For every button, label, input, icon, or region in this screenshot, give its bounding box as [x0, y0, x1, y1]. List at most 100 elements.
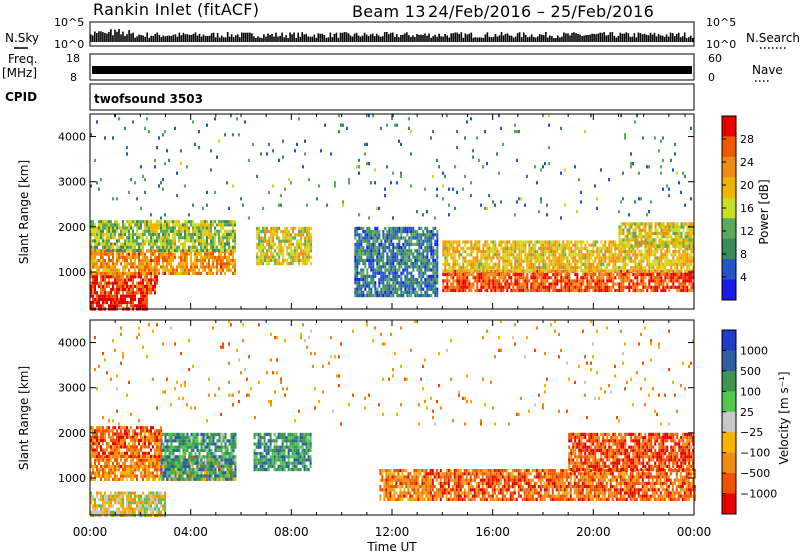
scatter-cell — [142, 304, 144, 308]
scatter-cell — [566, 269, 569, 273]
scatter-cell — [632, 279, 635, 283]
scatter-cell — [662, 285, 665, 289]
scatter-cell — [664, 256, 667, 260]
scatter-cell — [618, 282, 621, 286]
scatter-cell — [578, 279, 581, 283]
scatter-cell — [632, 250, 635, 254]
nsky-bar — [593, 34, 595, 42]
scatter-cell — [326, 203, 328, 207]
scatter-cell — [294, 226, 297, 230]
scatter-cell — [560, 246, 563, 250]
scatter-cell — [156, 255, 158, 259]
scatter-cell — [110, 259, 112, 263]
scatter-cell — [676, 231, 679, 236]
scatter-cell — [232, 271, 234, 275]
scatter-cell — [578, 240, 581, 244]
scatter-cell — [624, 244, 627, 248]
scatter-cell — [684, 256, 687, 260]
scatter-cell — [152, 259, 154, 263]
scatter-cell — [358, 290, 361, 294]
scatter-cell — [618, 228, 621, 232]
scatter-cell — [368, 216, 370, 220]
nsky-bar — [685, 38, 688, 42]
scatter-cell — [560, 256, 563, 260]
scatter-cell — [150, 268, 152, 272]
scatter-cell — [414, 278, 417, 282]
scatter-cell — [550, 276, 553, 280]
nsky-bar — [355, 32, 358, 42]
scatter-cell — [674, 225, 677, 229]
scatter-cell — [530, 256, 533, 260]
scatter-cell — [690, 250, 693, 254]
scatter-cell — [498, 256, 501, 260]
scatter-cell — [296, 258, 299, 262]
scatter-cell — [652, 285, 655, 289]
scatter-cell — [546, 240, 549, 244]
scatter-cell — [232, 239, 234, 243]
scatter-cell — [124, 265, 126, 269]
scatter-cell — [372, 239, 375, 243]
nsky-bar — [339, 32, 342, 42]
scatter-cell — [636, 235, 639, 239]
scatter-cell — [420, 246, 423, 250]
nsky-bar — [253, 36, 255, 42]
scatter-cell — [606, 285, 609, 289]
scatter-cell — [210, 236, 212, 240]
scatter-cell — [606, 276, 609, 280]
scatter-cell — [638, 282, 641, 286]
scatter-cell — [544, 288, 547, 293]
nsky-bar — [186, 34, 189, 42]
scatter-cell — [364, 287, 367, 291]
scatter-cell — [382, 246, 385, 250]
scatter-cell — [142, 268, 144, 272]
scatter-cell — [114, 301, 116, 305]
scatter-cell — [372, 114, 374, 118]
scatter-cell — [368, 274, 371, 278]
scatter-cell — [654, 222, 657, 226]
scatter-cell — [214, 236, 216, 240]
scatter-cell — [380, 239, 383, 243]
scatter-cell — [202, 220, 204, 224]
scatter-cell — [132, 281, 134, 285]
scatter-cell — [648, 276, 651, 280]
scatter-cell — [218, 252, 220, 256]
scatter-cell — [556, 279, 559, 283]
scatter-cell — [220, 242, 222, 246]
scatter-cell — [360, 294, 363, 298]
scatter-cell — [436, 242, 439, 246]
scatter-cell — [672, 244, 675, 248]
scatter-cell — [144, 226, 146, 230]
scatter-cell — [296, 246, 299, 250]
scatter-cell — [228, 259, 230, 263]
scatter-cell — [384, 274, 387, 278]
scatter-cell — [94, 297, 96, 301]
scatter-cell — [274, 233, 277, 237]
scatter-cell — [366, 278, 369, 282]
scatter-cell — [304, 239, 307, 243]
scatter-cell — [472, 262, 475, 266]
scatter-cell — [450, 266, 453, 270]
scatter-cell — [126, 281, 128, 285]
scatter-cell — [232, 262, 234, 266]
nsky-bar — [134, 37, 136, 42]
scatter-cell — [356, 242, 359, 246]
scatter-cell — [544, 250, 547, 254]
scatter-cell — [406, 284, 409, 288]
scatter-cell — [446, 285, 449, 289]
nsky-bar — [208, 35, 211, 42]
scatter-cell — [192, 262, 194, 266]
scatter-cell — [172, 268, 174, 272]
scatter-cell — [374, 181, 376, 185]
scatter-cell — [160, 248, 162, 253]
scatter-cell — [422, 274, 425, 278]
scatter-cell — [544, 243, 547, 247]
scatter-cell — [264, 233, 267, 237]
scatter-cell — [398, 268, 401, 272]
scatter-cell — [356, 284, 359, 288]
scatter-cell — [484, 276, 487, 280]
scatter-cell — [104, 259, 106, 263]
scatter-cell — [104, 242, 106, 246]
scatter-cell — [402, 252, 405, 256]
scatter-cell — [590, 266, 593, 270]
scatter-cell — [442, 269, 445, 273]
